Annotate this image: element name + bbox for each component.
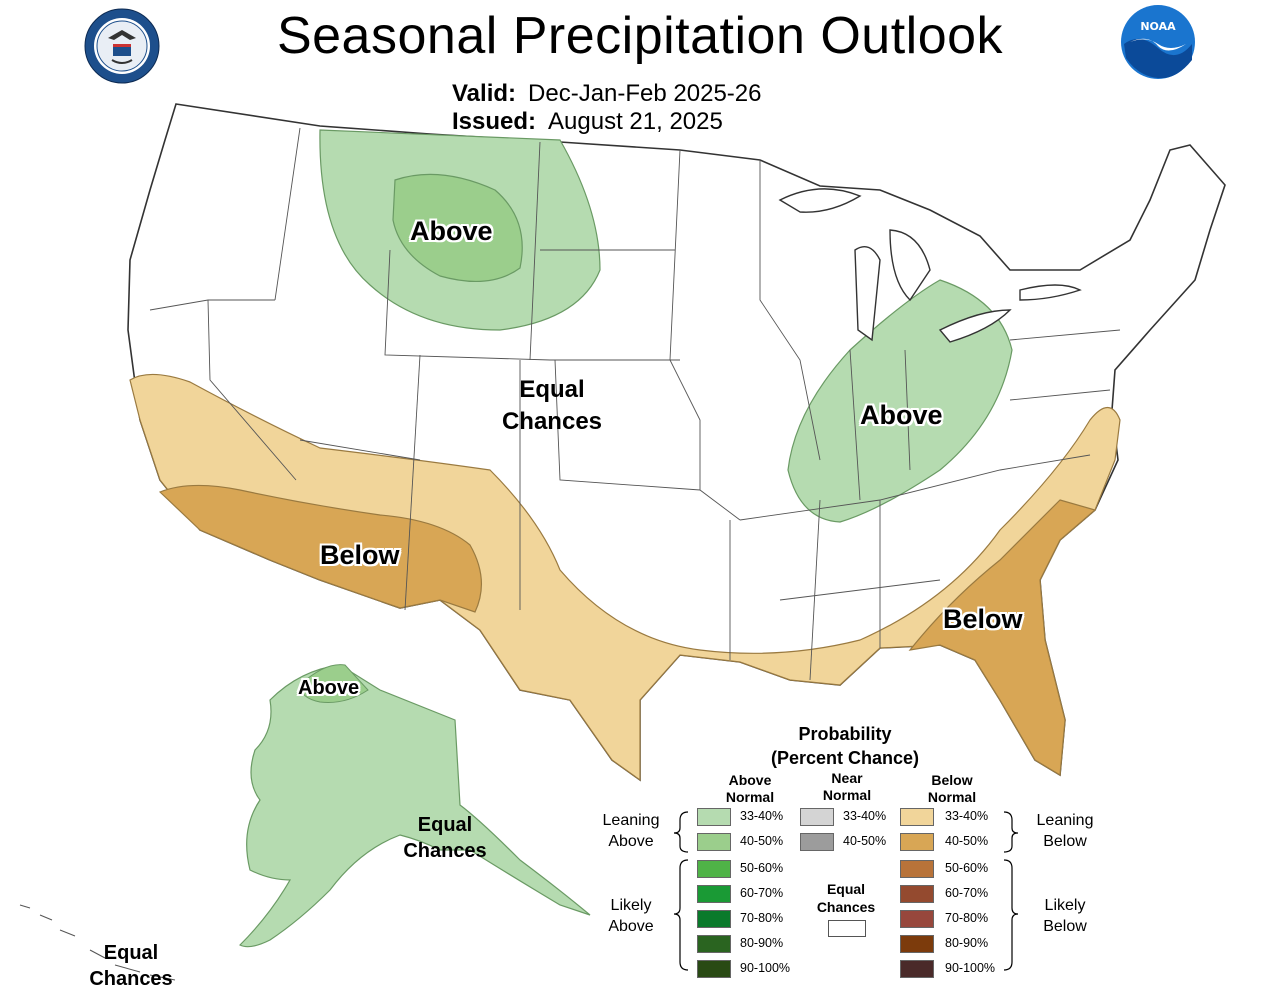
legend-swatch-above-1 <box>697 808 731 826</box>
legend-equal-chances-swatch <box>828 920 866 937</box>
issued-label: Issued: <box>452 108 537 135</box>
legend-swatch-near-1 <box>800 808 834 826</box>
commerce-seal-icon <box>84 8 160 84</box>
legend-swatch-below-6 <box>900 935 934 953</box>
legend-swatch-above-3 <box>697 860 731 878</box>
legend-range-above-3: 50-60% <box>740 861 784 875</box>
great-lakes <box>778 188 1082 343</box>
label-equal-chances-conus: Equal Chances <box>501 376 603 435</box>
legend-range-near-2: 40-50% <box>843 834 887 848</box>
legend-likely-above: Likely Above <box>608 897 654 935</box>
map-title: Seasonal Precipitation Outlook <box>276 7 1004 65</box>
legend-swatch-above-5 <box>697 910 731 928</box>
legend-swatch-below-1 <box>900 808 934 826</box>
noaa-logo-text: NOAA <box>1140 20 1176 33</box>
legend-range-above-6: 80-90% <box>740 936 784 950</box>
legend-col-below: Below Normal <box>927 772 977 805</box>
legend-range-near-1: 33-40% <box>843 809 887 823</box>
legend-range-below-2: 40-50% <box>945 834 989 848</box>
label-below-southeast: Below <box>943 604 1023 634</box>
legend-range-above-7: 90-100% <box>740 961 791 975</box>
legend-swatch-below-5 <box>900 910 934 928</box>
legend-range-above-5: 70-80% <box>740 911 784 925</box>
legend-range-below-6: 80-90% <box>945 936 989 950</box>
legend-swatch-above-7 <box>697 960 731 978</box>
legend-leaning-below: Leaning Below <box>1036 812 1094 850</box>
legend-swatch-below-2 <box>900 833 934 851</box>
legend-range-above-4: 60-70% <box>740 886 784 900</box>
label-above-alaska: Above <box>298 677 360 699</box>
state-boundaries <box>149 127 1121 681</box>
legend-leaning-above: Leaning Above <box>602 812 660 850</box>
legend-range-below-5: 70-80% <box>945 911 989 925</box>
legend-swatch-above-2 <box>697 833 731 851</box>
issued-value: August 21, 2025 <box>548 108 723 135</box>
legend-swatch-near-2 <box>800 833 834 851</box>
label-equal-chances-alaska: Equal Chances <box>403 814 487 862</box>
aleutian-islands <box>19 904 176 981</box>
legend-range-below-3: 50-60% <box>945 861 989 875</box>
label-below-southwest: Below <box>320 540 400 570</box>
legend-col-above: Above Normal <box>725 772 775 805</box>
legend-braces <box>673 811 1019 971</box>
below-sw-inner <box>158 484 483 613</box>
legend-swatch-above-6 <box>697 935 731 953</box>
legend-range-below-7: 90-100% <box>945 961 996 975</box>
valid-label: Valid: <box>452 80 517 107</box>
legend-equal-chances-label: Equal Chances <box>816 881 876 915</box>
legend-swatch-below-3 <box>900 860 934 878</box>
alaska-outline <box>238 664 591 948</box>
label-equal-chances-hawaii: Equal Chances <box>89 942 173 990</box>
alaska-above-area <box>299 664 369 703</box>
label-above-ohio: Above <box>860 400 943 430</box>
legend-range-above-2: 40-50% <box>740 834 784 848</box>
legend-title: Probability (Percent Chance) <box>770 724 920 768</box>
legend-swatch-above-4 <box>697 885 731 903</box>
legend-likely-below: Likely Below <box>1043 897 1087 935</box>
legend-swatch-below-7 <box>900 960 934 978</box>
legend-col-near: Near Normal <box>822 770 872 803</box>
issued-line: Issued: August 21, 2025 <box>452 108 723 136</box>
label-above-north: Above <box>410 216 493 246</box>
legend-swatch-below-4 <box>900 885 934 903</box>
above-north-inner <box>392 173 523 283</box>
below-se-inner <box>908 499 1097 777</box>
legend-range-above-1: 33-40% <box>740 809 784 823</box>
noaa-logo-icon: NOAA <box>1121 5 1195 79</box>
legend-range-below-1: 33-40% <box>945 809 989 823</box>
valid-line: Valid: Dec-Jan-Feb 2025-26 <box>452 80 762 108</box>
valid-value: Dec-Jan-Feb 2025-26 <box>528 80 762 107</box>
legend-range-below-4: 60-70% <box>945 886 989 900</box>
